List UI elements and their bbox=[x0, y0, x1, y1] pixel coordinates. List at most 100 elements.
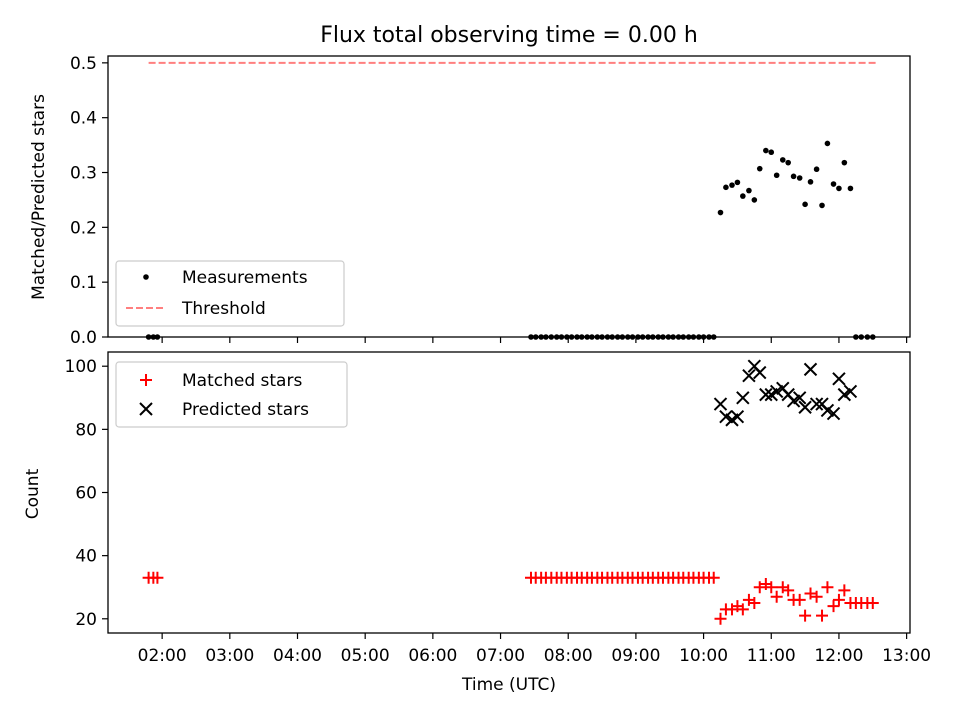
legend-predicted-label: Predicted stars bbox=[182, 400, 309, 420]
matched-stars-point bbox=[770, 590, 783, 603]
measurement-point bbox=[796, 175, 803, 181]
predicted-stars-point bbox=[753, 365, 767, 380]
matched-stars-point bbox=[804, 587, 817, 600]
count-x-tick-label: 10:00 bbox=[679, 646, 728, 666]
legend-threshold-label: Threshold bbox=[181, 299, 266, 319]
matched-stars-point bbox=[816, 609, 829, 622]
legend-matched-label: Matched stars bbox=[182, 371, 302, 391]
measurement-point bbox=[773, 172, 780, 179]
count-y-tick-label: 20 bbox=[75, 610, 97, 630]
count-y-tick-label: 40 bbox=[75, 547, 97, 567]
matched-stars-point bbox=[793, 593, 806, 606]
predicted-stars-point bbox=[736, 391, 750, 405]
ratio-panel: Flux total observing time = 0.00 h Match… bbox=[29, 23, 911, 348]
matched-stars-point bbox=[765, 581, 778, 594]
predicted-stars-point bbox=[843, 384, 858, 399]
ratio-ticks: 0.0 0.1 0.2 0.3 0.4 0.5 bbox=[70, 54, 908, 348]
predicted-stars-point bbox=[809, 397, 824, 411]
ratio-legend: Measurements Threshold bbox=[115, 260, 345, 327]
measurement-point bbox=[824, 140, 831, 147]
ratio-plot-frame bbox=[107, 55, 911, 338]
predicted-stars-point bbox=[742, 368, 756, 383]
matched-stars-point bbox=[799, 609, 812, 622]
count-plot-frame bbox=[107, 351, 911, 634]
measurement-point bbox=[807, 179, 814, 185]
ratio-y-tick-label: 0.3 bbox=[70, 164, 97, 184]
measurement-point bbox=[729, 182, 735, 188]
measurement-point bbox=[717, 209, 724, 216]
legend-predicted-marker bbox=[139, 402, 153, 416]
measurement-point bbox=[763, 147, 769, 154]
matched-stars-point bbox=[866, 597, 879, 610]
measurement-point bbox=[802, 201, 808, 208]
matched-stars-point bbox=[810, 590, 823, 603]
legend-matched-marker bbox=[140, 374, 152, 386]
count-y-tick-label: 60 bbox=[75, 484, 97, 504]
matched-stars-point bbox=[736, 603, 749, 616]
count-x-tick-label: 04:00 bbox=[273, 646, 322, 666]
matched-stars-point bbox=[832, 593, 845, 606]
ratio-legend-box bbox=[115, 260, 345, 327]
matched-stars-point bbox=[782, 584, 795, 597]
matched-stars-point bbox=[827, 600, 840, 613]
count-ticks: 20 40 60 80 100 02:00 03:00 04:00 05:00 06:00 07:0… bbox=[65, 357, 932, 666]
predicted-stars-point bbox=[826, 406, 841, 421]
matched-stars-point bbox=[821, 581, 834, 594]
measurement-point bbox=[819, 202, 825, 209]
measurement-point bbox=[746, 187, 752, 194]
predicted-stars-point bbox=[803, 362, 818, 377]
measurement-point bbox=[830, 181, 837, 187]
measurement-point bbox=[751, 197, 758, 203]
ratio-y-tick-label: 0.4 bbox=[70, 109, 97, 129]
matched-stars-point bbox=[748, 597, 761, 610]
measurement-point bbox=[790, 173, 797, 180]
count-x-tick-label: 13:00 bbox=[882, 646, 931, 666]
predicted-stars-point bbox=[832, 372, 846, 386]
matched-stars-point bbox=[714, 612, 727, 625]
x-axis-label: Time (UTC) bbox=[461, 675, 556, 695]
ratio-y-tick-label: 0.2 bbox=[70, 218, 97, 238]
matched-stars-point bbox=[151, 571, 164, 584]
count-x-tick-label: 09:00 bbox=[611, 646, 660, 666]
count-x-tick-label: 07:00 bbox=[476, 646, 525, 666]
measurement-point bbox=[756, 165, 763, 172]
count-legend-box bbox=[115, 361, 348, 428]
measurement-point bbox=[768, 149, 775, 156]
matched-stars-point bbox=[753, 581, 766, 594]
predicted-stars-point bbox=[730, 410, 745, 424]
count-x-tick-label: 05:00 bbox=[341, 646, 390, 666]
count-points bbox=[142, 359, 879, 625]
chart-title: Flux total observing time = 0.00 h bbox=[320, 23, 698, 48]
count-y-axis-label: Count bbox=[23, 468, 43, 519]
measurement-point bbox=[836, 185, 842, 192]
measurement-point bbox=[723, 184, 729, 191]
count-y-tick-label: 80 bbox=[75, 420, 97, 440]
count-x-tick-label: 12:00 bbox=[814, 646, 863, 666]
ratio-y-tick-label: 0.1 bbox=[70, 273, 97, 293]
measurement-point bbox=[785, 159, 791, 166]
count-legend: Matched stars Predicted stars bbox=[115, 361, 348, 428]
count-x-tick-label: 08:00 bbox=[544, 646, 593, 666]
count-x-tick-label: 02:00 bbox=[138, 646, 187, 666]
measurement-point bbox=[779, 157, 786, 163]
ratio-y-axis-label: Matched/Predicted stars bbox=[29, 94, 49, 300]
predicted-stars-point bbox=[798, 400, 812, 414]
legend-measurements-marker bbox=[143, 274, 149, 280]
measurement-point bbox=[740, 193, 746, 199]
count-x-tick-label: 03:00 bbox=[205, 646, 254, 666]
predicted-stars-point bbox=[792, 391, 807, 405]
ratio-y-tick-label: 0.0 bbox=[70, 328, 97, 348]
count-x-tick-label: 11:00 bbox=[747, 646, 796, 666]
predicted-stars-point bbox=[759, 387, 773, 402]
matched-stars-point bbox=[707, 571, 720, 584]
ratio-y-tick-label: 0.5 bbox=[70, 54, 97, 74]
legend-measurements-label: Measurements bbox=[182, 268, 308, 288]
count-panel: Count Time (UTC) 20 40 60 80 100 02:00 03:00 04… bbox=[23, 351, 932, 695]
measurement-point bbox=[813, 166, 820, 173]
count-x-tick-label: 06:00 bbox=[408, 646, 457, 666]
count-y-tick-label: 100 bbox=[65, 357, 97, 377]
measurement-point bbox=[734, 179, 741, 186]
predicted-stars-point bbox=[713, 397, 728, 411]
